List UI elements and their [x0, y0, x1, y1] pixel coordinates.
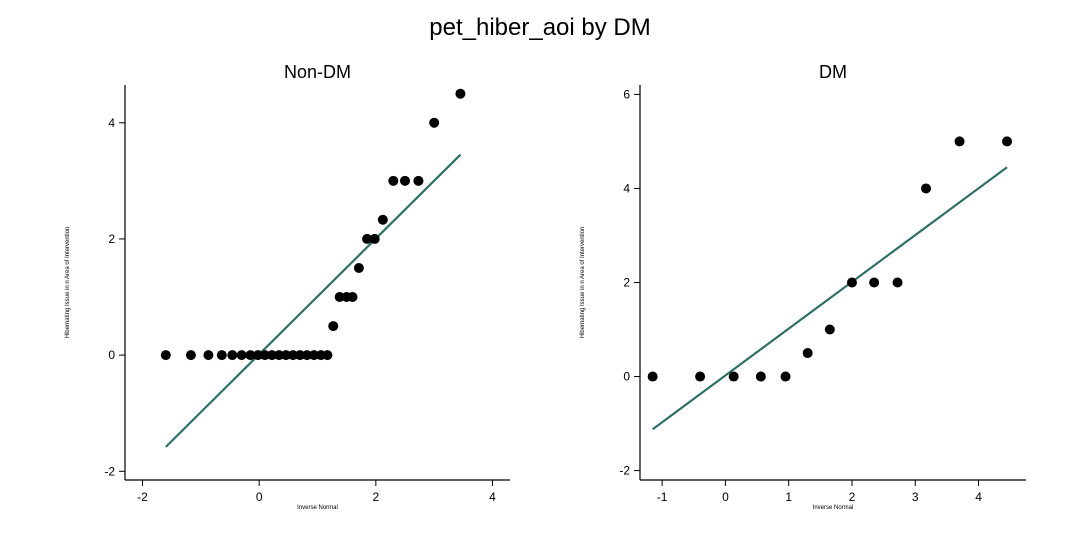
- x-tick-label: 2: [372, 490, 379, 504]
- data-point: [780, 371, 791, 382]
- y-axis-label: Hibernating Issue in n Area of Intervent…: [580, 227, 586, 339]
- data-point: [846, 277, 857, 288]
- data-point: [429, 117, 440, 128]
- data-point: [288, 350, 298, 361]
- figure-title: pet_hiber_aoi by DM: [429, 14, 651, 41]
- data-point: [185, 350, 196, 361]
- data-point: [281, 350, 291, 361]
- data-point: [1002, 136, 1013, 147]
- data-point: [869, 277, 880, 288]
- x-tick-label: 0: [722, 490, 729, 504]
- data-point: [267, 350, 277, 361]
- data-point: [388, 175, 399, 186]
- data-point: [309, 350, 319, 361]
- data-point: [362, 233, 373, 244]
- data-point: [802, 348, 813, 359]
- x-tick-label: 0: [256, 490, 263, 504]
- data-point: [954, 136, 965, 147]
- x-axis-label: Inverse Normal: [297, 505, 338, 511]
- data-point: [253, 350, 263, 361]
- y-axis-label: Hibernating Issue in n Area of Intervent…: [65, 227, 71, 339]
- x-tick-label: 2: [849, 490, 856, 504]
- y-tick-label: -2: [104, 464, 115, 478]
- y-tick-label: 0: [108, 348, 115, 362]
- data-point: [369, 233, 380, 244]
- y-tick-label: -2: [619, 464, 630, 478]
- x-tick-label: 3: [912, 490, 919, 504]
- data-point: [260, 350, 270, 361]
- panel-title: DM: [819, 62, 847, 82]
- data-point: [695, 371, 706, 382]
- data-point: [236, 350, 247, 361]
- data-point: [245, 350, 256, 361]
- data-point: [227, 350, 238, 361]
- data-point: [824, 324, 835, 335]
- data-point: [755, 371, 766, 382]
- data-point: [322, 350, 333, 361]
- data-point: [274, 350, 284, 361]
- data-point: [203, 350, 214, 361]
- data-point: [334, 292, 345, 303]
- x-tick-label: 4: [975, 490, 982, 504]
- data-point: [892, 277, 903, 288]
- data-point: [377, 214, 388, 225]
- y-tick-label: 0: [623, 370, 630, 384]
- data-point: [216, 350, 227, 361]
- data-point: [921, 183, 932, 194]
- y-tick-label: 2: [108, 232, 115, 246]
- data-point: [328, 321, 339, 332]
- x-tick-label: 1: [785, 490, 792, 504]
- x-tick-label: -2: [137, 490, 148, 504]
- data-point: [413, 175, 424, 186]
- data-point: [400, 175, 410, 186]
- reference-line: [165, 153, 462, 448]
- data-point: [353, 262, 364, 273]
- y-tick-label: 4: [108, 116, 115, 130]
- data-point: [295, 350, 305, 361]
- data-point: [347, 292, 358, 303]
- x-tick-label: 4: [489, 490, 496, 504]
- data-point: [728, 371, 739, 382]
- y-tick-label: 4: [623, 181, 630, 195]
- data-point: [455, 88, 466, 99]
- data-point: [302, 350, 312, 361]
- y-tick-label: 6: [623, 87, 630, 101]
- data-point: [647, 371, 658, 382]
- x-tick-label: -1: [657, 490, 668, 504]
- y-tick-label: 2: [623, 276, 630, 290]
- reference-line: [652, 166, 1008, 431]
- data-point: [160, 350, 171, 361]
- panel-title: Non-DM: [284, 62, 351, 82]
- x-axis-label: Inverse Normal: [813, 505, 854, 511]
